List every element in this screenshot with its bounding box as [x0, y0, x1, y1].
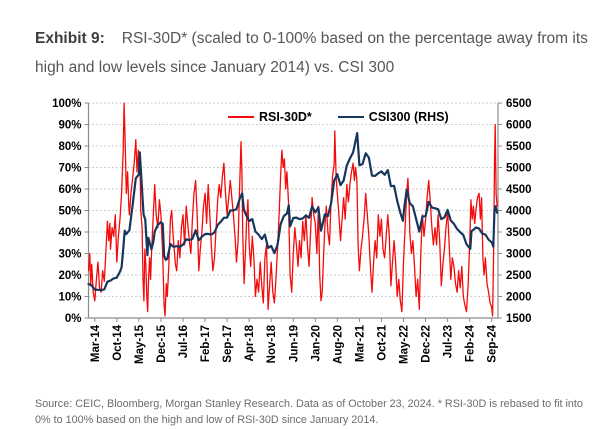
- legend-label-csi300: CSI300 (RHS): [368, 110, 449, 124]
- x-axis-tick-label: Aug-20: [332, 325, 344, 364]
- x-axis-tick-label: Oct-21: [376, 324, 388, 360]
- y-axis-tick-label-right: 2500: [506, 270, 532, 282]
- x-axis-tick-label: Dec-15: [156, 324, 168, 362]
- y-axis-tick-label-right: 2000: [506, 292, 532, 304]
- y-axis-tick-label-right: 5000: [506, 163, 532, 175]
- x-axis-tick-label: Dec-22: [421, 325, 433, 363]
- y-axis-tick-label-right: 3500: [506, 227, 532, 239]
- x-axis-tick-label: May-15: [134, 324, 146, 364]
- rsi-line: [87, 102, 498, 317]
- y-axis-tick-label-left: 80%: [58, 141, 81, 153]
- exhibit-title-text: RSI-30D* (scaled to 0-100% based on the …: [35, 29, 588, 76]
- x-axis-tick-label: Feb-17: [200, 325, 212, 362]
- y-axis-tick-label-left: 70%: [58, 163, 81, 175]
- x-axis-tick-label: Mar-21: [354, 324, 366, 362]
- y-axis-tick-label-left: 10%: [58, 292, 81, 304]
- x-axis-tick-label: Jun-19: [288, 325, 300, 362]
- y-axis-tick-label-left: 40%: [58, 227, 81, 239]
- chart-legend: RSI-30D* CSI300 (RHS): [228, 110, 449, 124]
- chart: 100% 6500 90% 6000 80% 5500 70% 5000 60% 4500 50% 4…: [0, 92, 602, 380]
- csi300-line-swatch-icon: [337, 116, 364, 118]
- chart-plot: 100% 6500 90% 6000 80% 5500 70% 5000 60% 4500 50% 4…: [52, 98, 532, 364]
- y-axis-tick-label-left: 30%: [58, 249, 81, 261]
- y-axis-tick-label-right: 5500: [506, 141, 532, 153]
- x-axis-tick-label: Jul-23: [443, 325, 455, 358]
- rsi-line-swatch-icon: [228, 116, 254, 118]
- x-axis-tick-label: May-22: [399, 325, 411, 364]
- y-axis-tick-label-left: 100%: [52, 98, 81, 110]
- y-axis-tick-label-left: 0%: [65, 313, 82, 325]
- legend-label-rsi: RSI-30D*: [259, 110, 312, 124]
- x-axis-tick-label: Apr-18: [244, 324, 256, 361]
- x-axis-tick-label: Sep-24: [487, 324, 499, 362]
- y-axis-tick-label-left: 60%: [58, 184, 81, 196]
- y-axis-tick-label-right: 6000: [506, 120, 532, 132]
- x-axis-tick-label: Nov-18: [266, 324, 278, 363]
- csi300-line: [87, 132, 499, 292]
- x-axis-tick-label: Jul-16: [178, 325, 190, 358]
- y-axis-tick-label-left: 20%: [58, 270, 81, 282]
- exhibit-label: Exhibit 9:: [35, 29, 105, 47]
- x-axis-tick-label: Mar-14: [90, 324, 102, 362]
- x-axis-tick-label: Sep-17: [222, 325, 234, 363]
- exhibit-title: Exhibit 9: RSI-30D* (scaled to 0-100% bas…: [35, 24, 591, 82]
- y-axis-tick-label-right: 1500: [506, 313, 532, 325]
- x-axis-tick-label: Jan-20: [310, 325, 322, 361]
- source-note: Source: CEIC, Bloomberg, Morgan Stanley …: [35, 397, 583, 426]
- x-axis-tick-label: Feb-24: [465, 324, 477, 362]
- legend-item-rsi: RSI-30D*: [228, 110, 312, 124]
- y-axis-tick-label-right: 4000: [506, 206, 532, 218]
- y-axis-tick-label-left: 90%: [58, 120, 81, 132]
- y-axis-tick-label-left: 50%: [58, 206, 81, 218]
- legend-item-csi300: CSI300 (RHS): [337, 110, 449, 124]
- x-axis-tick-label: Oct-14: [112, 324, 124, 360]
- y-axis-tick-label-right: 6500: [506, 98, 532, 110]
- y-axis-tick-label-right: 4500: [506, 184, 532, 196]
- y-axis-tick-label-right: 3000: [506, 249, 532, 261]
